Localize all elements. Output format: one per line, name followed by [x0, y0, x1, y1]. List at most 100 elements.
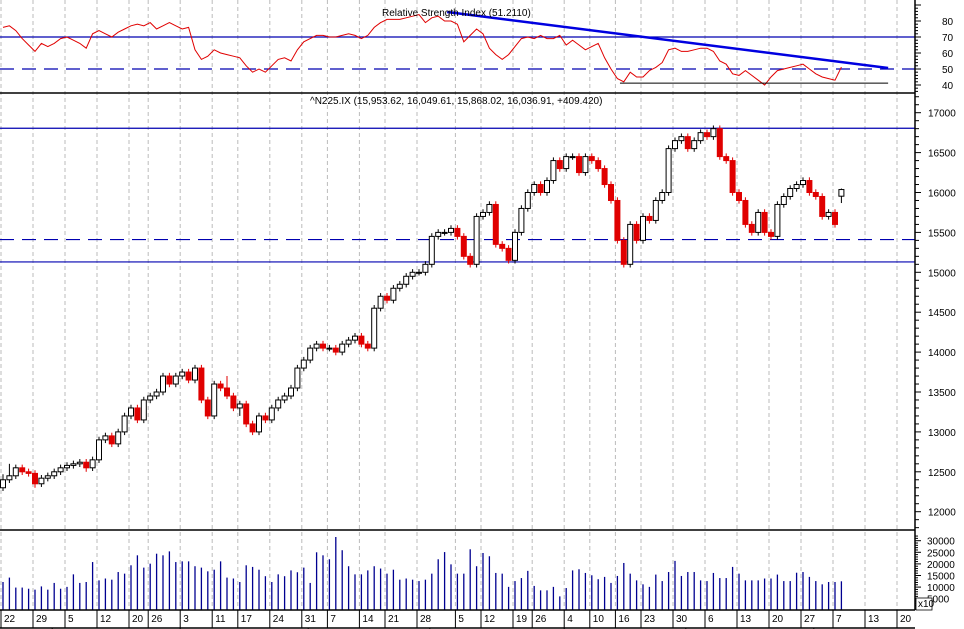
candle [89, 456, 96, 472]
volume-panel [2, 536, 843, 610]
candle-body [422, 263, 429, 273]
candle [236, 400, 243, 416]
candle-body [428, 235, 435, 265]
candle-body [6, 475, 13, 481]
candle [377, 293, 384, 312]
day-tick-label: 6 [708, 614, 714, 625]
volume-tick-label: 10000 [927, 583, 955, 594]
day-tick-label: 20 [772, 614, 784, 625]
candle-body [371, 307, 378, 349]
candle-body [166, 375, 173, 385]
candle-body [185, 371, 192, 381]
candle [512, 229, 518, 264]
candle [179, 368, 186, 380]
candle [256, 412, 262, 436]
day-tick-label: 20 [132, 614, 144, 625]
price-tick-label: 16000 [928, 189, 956, 200]
candle-body [115, 431, 122, 445]
candle [262, 412, 269, 424]
price-tick-label: 12000 [928, 508, 956, 519]
candle-body [640, 215, 646, 241]
rsi-tick-label: 70 [942, 33, 954, 44]
candle-body [550, 160, 557, 182]
candle [787, 185, 794, 200]
candle-body [761, 211, 768, 233]
candle [704, 129, 710, 140]
rsi-tick-label: 60 [942, 49, 954, 60]
candle [723, 153, 730, 164]
candle [358, 332, 365, 348]
candle [652, 197, 659, 224]
candle-body [704, 132, 710, 138]
candle [76, 459, 83, 468]
candle [243, 400, 250, 428]
volume-tick-label: 20000 [927, 560, 955, 571]
day-tick-label: 14 [362, 614, 374, 625]
day-tick-label: 11 [215, 614, 226, 625]
candle [793, 181, 800, 192]
candle [115, 428, 122, 448]
volume-tick-label: 30000 [927, 537, 955, 548]
candle-body [140, 399, 147, 421]
candle-body [256, 415, 262, 433]
candle-body [723, 156, 730, 162]
candle-body [755, 211, 762, 233]
day-tick-label: 27 [804, 614, 816, 625]
candle [211, 380, 218, 420]
day-tick-label: 26 [535, 614, 547, 625]
candle [307, 344, 314, 364]
candle-body [691, 140, 698, 150]
candle-body [800, 180, 806, 186]
candle-body [832, 211, 838, 225]
candle-body [96, 439, 102, 461]
candle-body [486, 203, 493, 213]
candle [198, 364, 205, 404]
candle [153, 388, 160, 400]
day-tick-label: 3 [183, 614, 189, 625]
candle-body [473, 215, 480, 265]
candle-body [652, 199, 659, 221]
candle-body [633, 223, 640, 241]
candle [441, 229, 448, 236]
candle [51, 468, 58, 479]
candle [32, 470, 38, 488]
candle-body [729, 160, 736, 194]
candle [345, 336, 352, 348]
candle-body [268, 407, 275, 421]
candle [460, 233, 467, 260]
rsi-title: Relative Strength Index (51.2110) [382, 8, 531, 19]
candle [454, 225, 461, 240]
day-tick-label: 19 [516, 614, 528, 625]
candle-body [262, 415, 269, 421]
candle-body [83, 461, 90, 469]
candle [121, 412, 128, 436]
candle [716, 125, 723, 160]
candle [729, 157, 736, 196]
day-tick-label: 31 [305, 614, 317, 625]
candle [518, 205, 525, 236]
candle [838, 188, 845, 204]
candle-body [774, 203, 781, 237]
rsi-trendline-0 [447, 10, 889, 70]
candle [550, 157, 557, 184]
candle-body [499, 243, 506, 249]
candle-body [409, 271, 416, 277]
candle [64, 462, 70, 472]
candle-body [467, 255, 474, 265]
candle [768, 229, 774, 240]
candle-body [358, 335, 365, 345]
candle [57, 464, 64, 475]
candle [780, 193, 787, 208]
candle-body [204, 399, 211, 417]
candle-body [377, 295, 384, 309]
candle-body [217, 383, 224, 389]
candle-body [396, 283, 403, 289]
candle-body [736, 192, 742, 201]
candle-body [672, 140, 678, 150]
candle [627, 221, 634, 268]
candle-body [697, 132, 704, 142]
candle [742, 197, 749, 228]
candle-body [320, 343, 326, 349]
